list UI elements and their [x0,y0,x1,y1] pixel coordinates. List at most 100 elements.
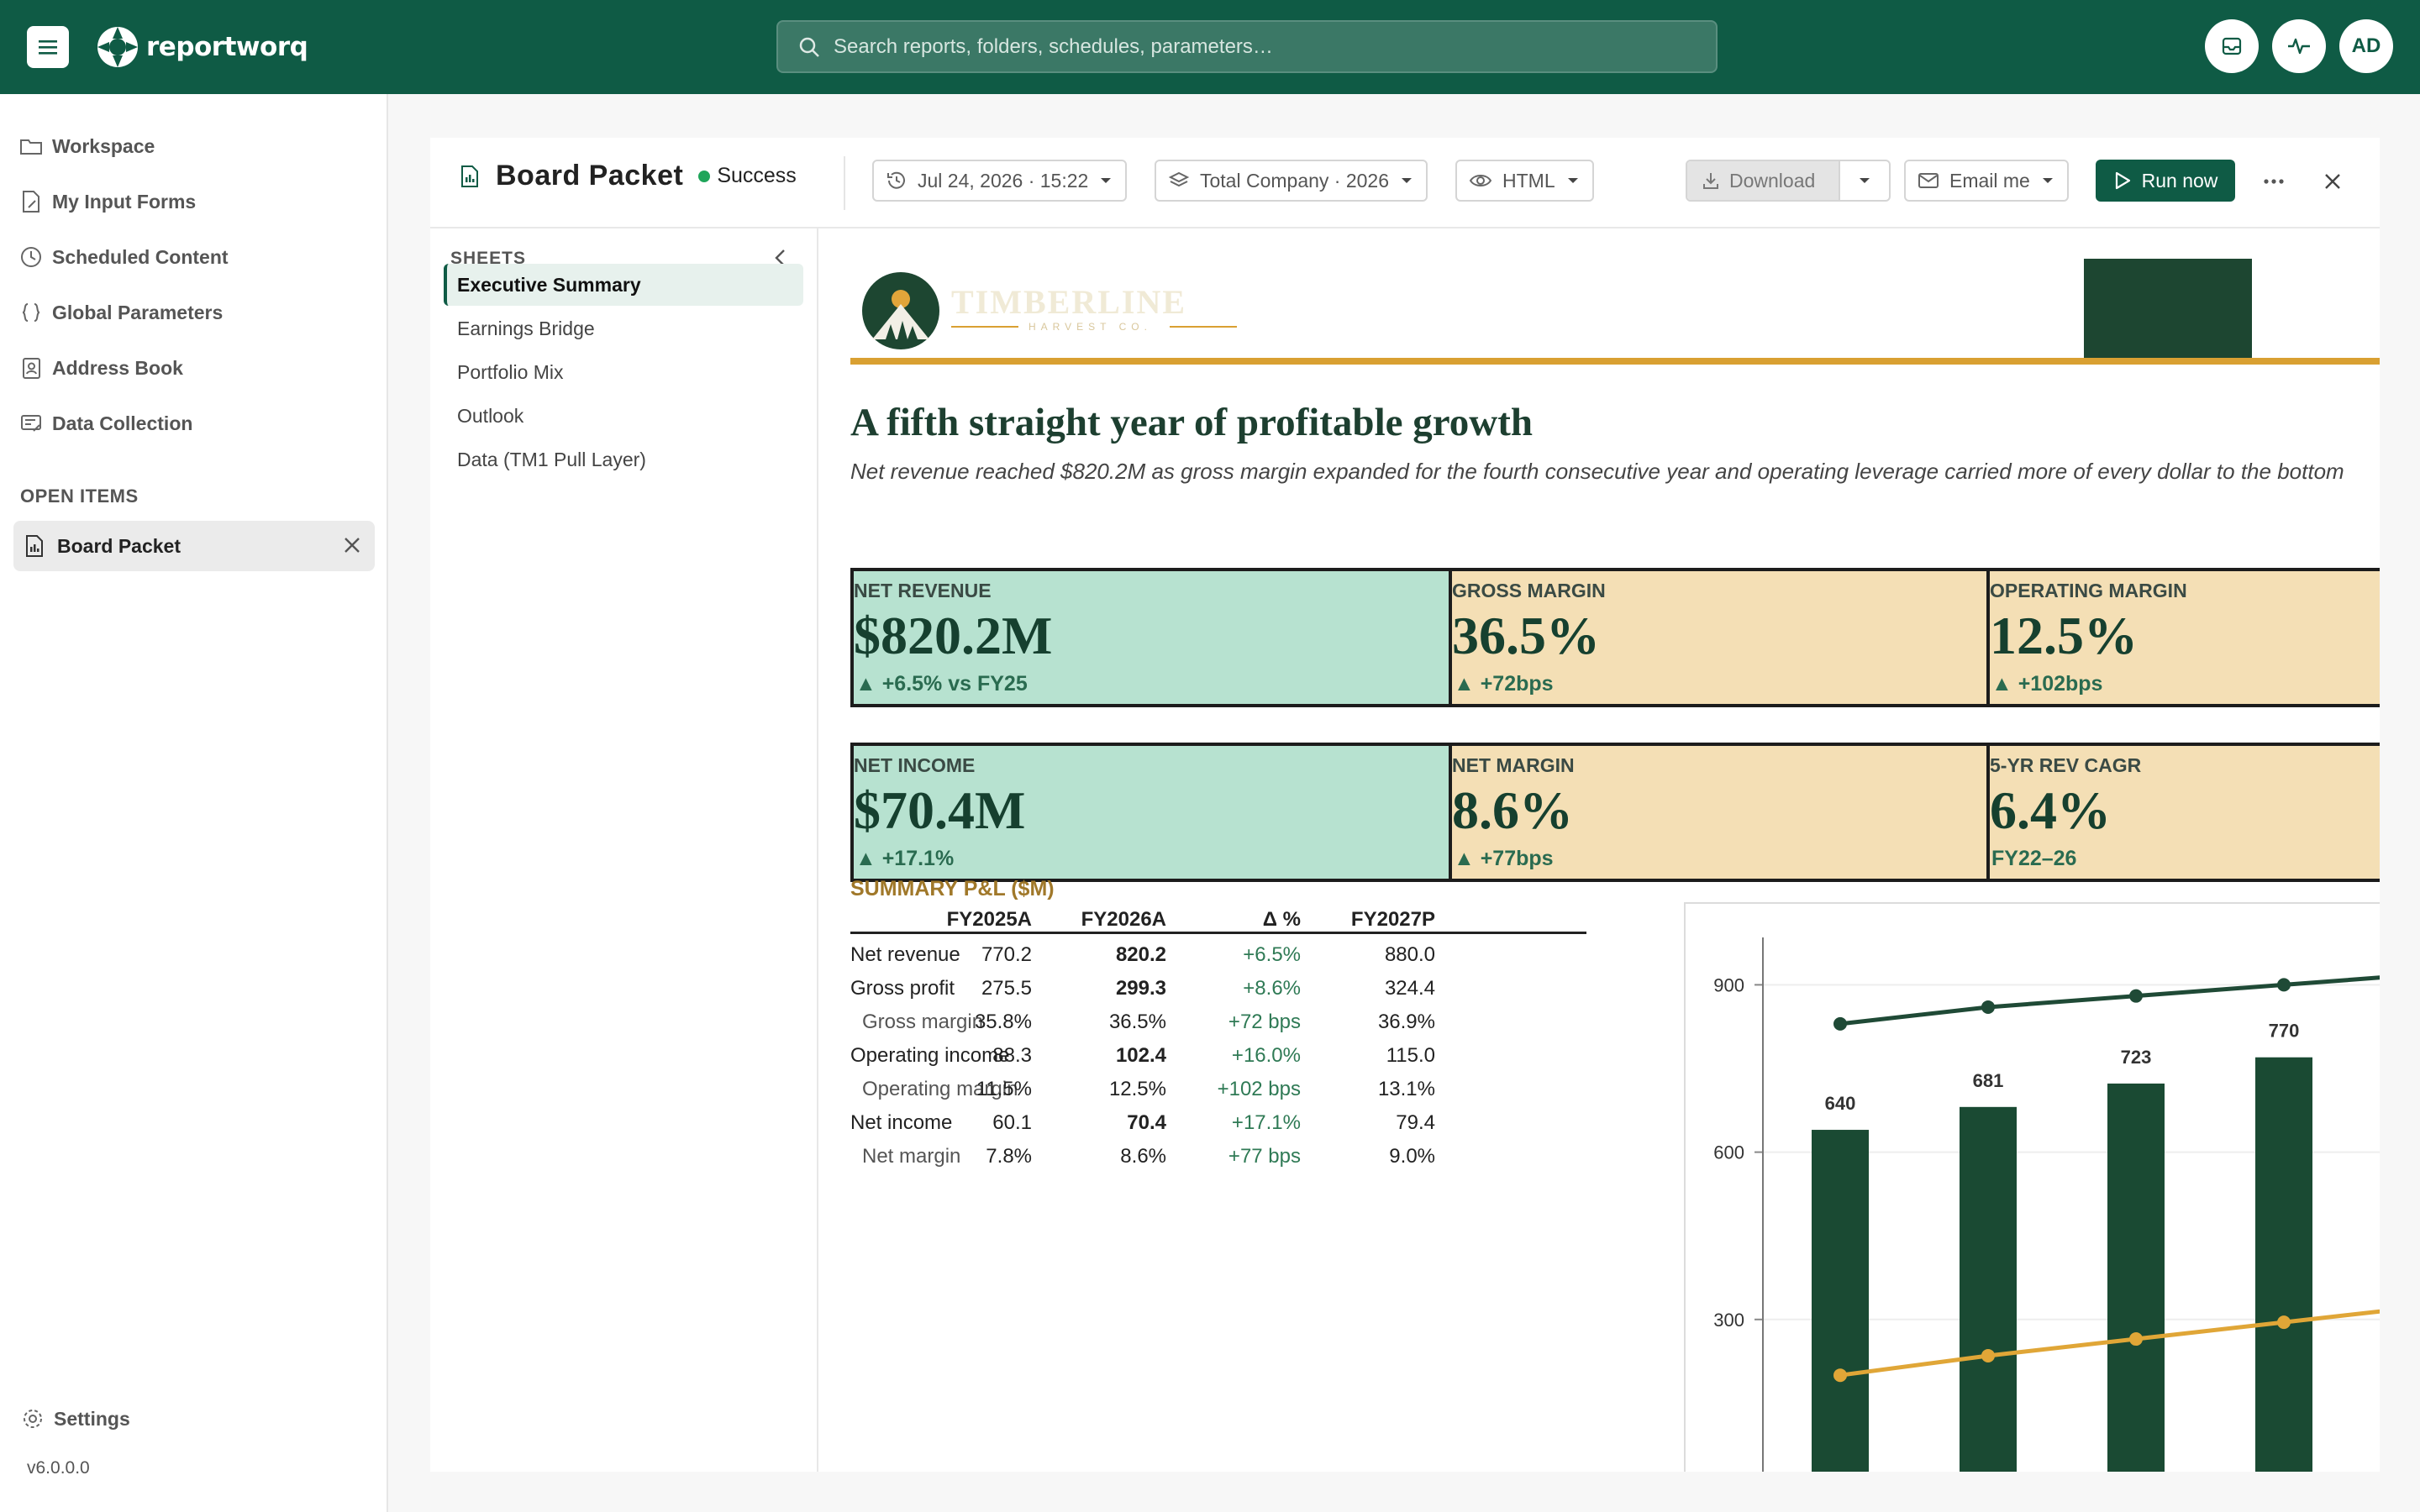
run-history-dropdown[interactable]: Jul 24, 2026 · 15:22 [872,160,1128,202]
report-file-icon [26,535,43,557]
inbox-icon [2222,37,2242,55]
kpi-card-operating-margin: OPERATING MARGIN 12.5% ▲ +102bps [1986,568,2380,707]
close-report-button[interactable] [2316,165,2349,198]
sheet-executive-summary[interactable]: Executive Summary [444,264,803,306]
chart-bar [1812,1130,1869,1472]
sidebar-item-address-book[interactable]: Address Book [18,355,183,381]
app-logo[interactable]: reportworq [94,24,308,71]
table-cell: 79.4 [1396,1111,1435,1134]
kpi-delta: ▲ +17.1% [855,847,955,870]
table-cell: 820.2 [1115,943,1166,966]
column-header: Δ % [1262,908,1301,931]
kpi-delta: FY22–26 [1991,847,2077,870]
chart-point [2277,1315,2291,1330]
sheet-data-tm1-pull-layer[interactable]: Data (TM1 Pull Layer) [457,448,646,470]
chart-point [2129,1332,2143,1347]
table-cell: 35.8% [974,1011,1032,1033]
email-me-dropdown[interactable]: Email me [1904,160,2069,202]
run-now-button[interactable]: Run now [2096,160,2235,202]
table-cell: 9.0% [1389,1145,1435,1168]
settings-link[interactable]: Settings [20,1406,130,1431]
summary-pl-table: FY2025A FY2026A Δ % FY2027P Net revenue … [850,906,1586,1169]
column-header: FY2027P [1350,908,1435,931]
table-row: Net income 60.1 70.4 +17.1% 79.4 [850,1102,1586,1136]
sidebar-item-my-input-forms[interactable]: My Input Forms [18,189,196,214]
brand-tagline-rule [1170,326,1237,328]
menu-button[interactable] [27,26,69,68]
chart-y-tick-label: 300 [1713,1310,1744,1331]
inbox-button[interactable] [2205,19,2259,73]
sidebar-item-label: Workspace [52,134,155,157]
table-cell: +8.6% [1243,977,1301,1000]
kpi-delta: ▲ +77bps [1454,847,1554,870]
contact-book-icon [23,358,40,379]
kpi-card-net-revenue: NET REVENUE $820.2M ▲ +6.5% vs FY25 [850,568,1452,707]
kpi-value: $820.2M [854,606,1053,665]
table-cell: 8.6% [1120,1145,1166,1168]
table-cell: +6.5% [1243,943,1301,966]
search-input[interactable] [834,34,1674,59]
user-avatar[interactable]: AD [2339,19,2393,73]
chart-point [1981,1000,1995,1014]
brand-tagline: HARVEST CO. [1028,321,1152,333]
kpi-value: 8.6% [1452,780,1573,840]
row-label: Net income [850,1111,953,1134]
table-cell: 12.5% [1108,1078,1166,1100]
table-cell: 88.3 [992,1044,1032,1067]
sheets-heading: SHEETS [450,249,527,268]
table-cell: +102 bps [1217,1078,1301,1100]
report-subhead: Net revenue reached $820.2M as gross mar… [850,459,2344,484]
mail-icon [1918,173,1939,188]
sidebar-item-scheduled-content[interactable]: Scheduled Content [18,244,229,270]
activity-button[interactable] [2272,19,2326,73]
kpi-card-net-margin: NET MARGIN 8.6% ▲ +77bps [1449,743,1990,882]
kpi-value: 6.4% [1990,780,2111,840]
open-item-label: Board Packet [57,534,182,557]
reportworq-logo-icon [97,27,138,67]
gear-icon [24,1410,42,1428]
sheet-earnings-bridge[interactable]: Earnings Bridge [457,317,595,339]
sidebar-item-global-parameters[interactable]: Global Parameters [18,300,223,325]
open-item-board-packet[interactable]: Board Packet [13,521,375,571]
row-label: Gross margin [862,1011,984,1033]
table-cell: 7.8% [986,1145,1032,1168]
more-horizontal-icon [2264,179,2284,184]
kpi-label: NET INCOME [854,754,976,776]
sidebar-item-label: Data Collection [52,412,193,434]
sheet-portfolio-mix[interactable]: Portfolio Mix [457,360,564,383]
chart-bar [1960,1106,2017,1472]
sidebar-item-workspace[interactable]: Workspace [18,134,155,159]
toolbar-divider [844,156,845,210]
close-icon[interactable] [341,534,363,556]
download-button[interactable]: Download [1687,161,1839,200]
table-cell: 70.4 [1127,1111,1166,1134]
chart-bar [2107,1083,2165,1472]
row-label: Net revenue [850,943,960,966]
sidebar-item-data-collection[interactable]: Data Collection [18,411,192,436]
brand-color-block [2084,259,2252,358]
report-content: TIMBERLINE HARVEST CO. A fifth straight … [820,228,2380,1472]
form-edit-icon [23,191,39,213]
more-options-button[interactable] [2257,165,2291,198]
sheet-outlook[interactable]: Outlook [457,404,524,427]
format-label: HTML [1502,169,1555,192]
brand-tagline-rule [951,326,1018,328]
open-items-heading: OPEN ITEMS [20,486,139,507]
table-cell: 11.5% [976,1078,1032,1100]
kpi-value: 12.5% [1990,606,2138,665]
kpi-value: $70.4M [854,780,1026,840]
global-search[interactable] [776,20,1718,73]
download-options-button[interactable] [1839,161,1889,200]
app-version: v6.0.0.0 [27,1458,90,1478]
scope-dropdown[interactable]: Total Company · 2026 [1155,160,1428,202]
hamburger-icon [39,40,57,55]
table-cell: 299.3 [1115,977,1166,1000]
format-dropdown[interactable]: HTML [1455,160,1594,202]
kpi-label: 5-YR REV CAGR [1990,754,2142,776]
kpi-label: OPERATING MARGIN [1990,580,2187,601]
chart-bar [2255,1057,2312,1472]
play-icon [2115,171,2130,190]
search-icon [799,37,819,57]
chevron-left-icon[interactable] [768,245,793,270]
table-cell: 770.2 [981,943,1032,966]
